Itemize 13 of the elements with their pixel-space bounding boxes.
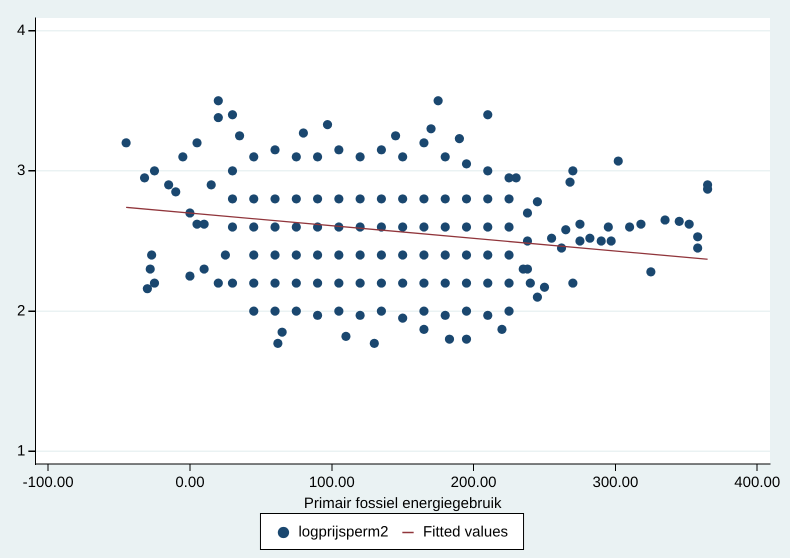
x-tick-label: 300.00 bbox=[592, 474, 638, 492]
x-tick-label: 100.00 bbox=[308, 474, 355, 492]
legend-label: logprijsperm2 bbox=[298, 524, 389, 541]
x-tick-label: 200.00 bbox=[450, 474, 497, 492]
y-tick-label: 4 bbox=[17, 22, 26, 39]
legend-label: Fitted values bbox=[423, 524, 508, 541]
y-tick-label: 1 bbox=[17, 442, 26, 460]
y-tick-label: 2 bbox=[17, 302, 26, 320]
y-tick-label: 3 bbox=[17, 162, 26, 180]
x-axis-title: Primair fossiel energiegebruik bbox=[304, 495, 502, 512]
x-tick-label: 0.00 bbox=[175, 474, 205, 492]
x-tick-label: -100.00 bbox=[22, 474, 74, 492]
x-tick-label: 400.00 bbox=[734, 474, 780, 492]
